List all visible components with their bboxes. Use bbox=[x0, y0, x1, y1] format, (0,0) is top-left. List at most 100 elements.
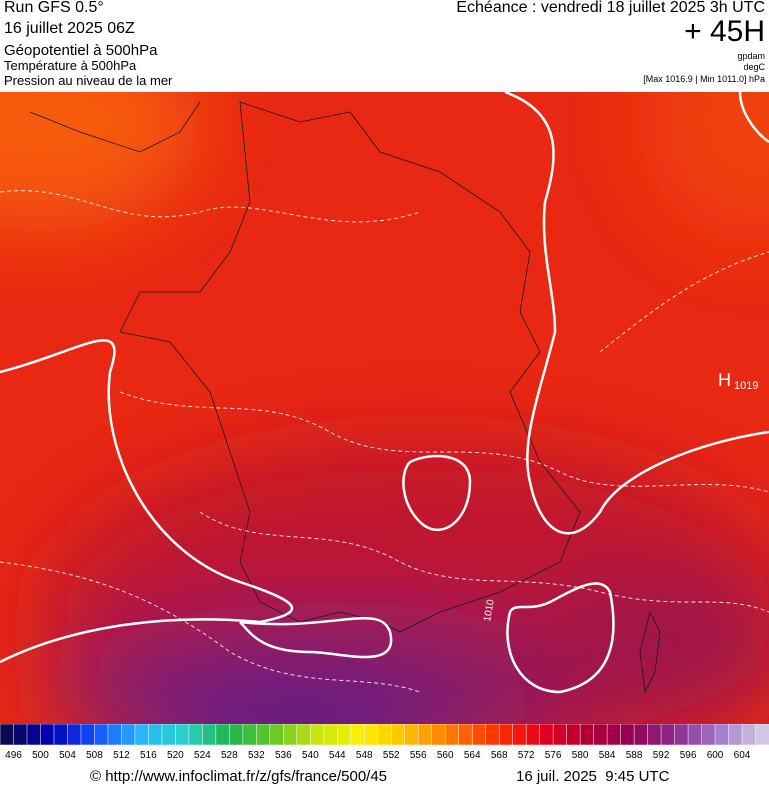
colorbar-swatch bbox=[242, 724, 258, 746]
colorbar-swatch bbox=[485, 724, 500, 746]
colorbar-swatch bbox=[660, 724, 676, 746]
colorbar-swatch bbox=[525, 724, 541, 746]
colorbar-swatch bbox=[579, 724, 595, 746]
temperature-isoline bbox=[0, 190, 769, 693]
colorbar-swatch bbox=[283, 724, 298, 746]
colorbar-swatch bbox=[53, 724, 69, 746]
colorbar-swatch bbox=[188, 724, 204, 746]
colorbar-swatch bbox=[229, 724, 244, 746]
colorbar-swatch bbox=[296, 724, 312, 746]
colorbar-swatch bbox=[431, 724, 446, 746]
colorbar-swatch bbox=[606, 724, 622, 746]
colorbar-label: 512 bbox=[113, 750, 130, 761]
colorbar-swatch bbox=[323, 724, 339, 746]
colorbar-swatch bbox=[202, 724, 217, 746]
colorbar-swatch bbox=[161, 724, 177, 746]
temperature-field bbox=[0, 92, 769, 724]
colorbar-swatch bbox=[701, 724, 716, 746]
colorbar-label: 520 bbox=[167, 750, 184, 761]
colorbar-swatch bbox=[215, 724, 231, 746]
timestamp: 16 juil. 2025 9:45 UTC bbox=[516, 768, 670, 785]
colorbar-swatch bbox=[94, 724, 109, 746]
colorbar-label: 584 bbox=[599, 750, 616, 761]
pressure-range: [Max 1016.9 | Min 1011.0] hPa bbox=[643, 74, 765, 84]
lead-time: + 45H bbox=[684, 15, 765, 48]
colorbar-swatch bbox=[471, 724, 487, 746]
colorbar-swatch bbox=[0, 724, 15, 746]
colorbar-label: 504 bbox=[59, 750, 76, 761]
colorbar-swatch bbox=[539, 724, 554, 746]
colorbar-label: 596 bbox=[680, 750, 697, 761]
colorbar-label: 576 bbox=[545, 750, 562, 761]
high-pressure-label: H bbox=[718, 370, 731, 390]
colorbar-label: 592 bbox=[653, 750, 670, 761]
colorbar-swatch bbox=[687, 724, 703, 746]
colorbar-swatch bbox=[364, 724, 379, 746]
colorbar-swatch bbox=[404, 724, 419, 746]
colorbar-swatch bbox=[714, 724, 730, 746]
colorbar-swatch bbox=[175, 724, 190, 746]
colorbar-swatch bbox=[552, 724, 568, 746]
run-date: 16 juillet 2025 06Z bbox=[4, 20, 135, 37]
colorbar-swatch bbox=[633, 724, 649, 746]
colorbar-label: 528 bbox=[221, 750, 238, 761]
colorbar-swatch bbox=[67, 724, 82, 746]
high-pressure-value: 1019 bbox=[734, 380, 758, 392]
colorbar-swatch bbox=[458, 724, 473, 746]
colorbar-swatch bbox=[337, 724, 352, 746]
coastline bbox=[29, 101, 661, 694]
colorbar-label: 604 bbox=[734, 750, 751, 761]
colorbar-label: 600 bbox=[707, 750, 724, 761]
colorbar-swatch bbox=[417, 724, 433, 746]
map: H 1019 1010 bbox=[0, 92, 769, 724]
colorbar-swatch bbox=[741, 724, 757, 746]
colorbar-swatch bbox=[13, 724, 28, 746]
colorbar-swatch bbox=[26, 724, 42, 746]
run-title: Run GFS 0.5° bbox=[4, 0, 104, 16]
colorbar-label: 588 bbox=[626, 750, 643, 761]
colorbar-label: 544 bbox=[329, 750, 346, 761]
colorbar-swatch bbox=[566, 724, 581, 746]
isobar-label: 1010 bbox=[482, 598, 497, 622]
colorbar: 496 500 504 508 512 516 520 524 528 532 536 540 544 5… bbox=[0, 724, 769, 761]
colorbar-swatch bbox=[121, 724, 136, 746]
field-label: Pression au niveau de la mer bbox=[4, 73, 173, 88]
colorbar-label: 552 bbox=[383, 750, 400, 761]
colorbar-swatch bbox=[674, 724, 689, 746]
colorbar-swatch bbox=[444, 724, 460, 746]
colorbar-swatch bbox=[134, 724, 150, 746]
colorbar-swatch bbox=[107, 724, 123, 746]
colorbar-swatch bbox=[80, 724, 96, 746]
colorbar-label: 496 bbox=[5, 750, 22, 761]
colorbar-swatch bbox=[512, 724, 527, 746]
colorbar-label: 560 bbox=[437, 750, 454, 761]
colorbar-swatch bbox=[377, 724, 392, 746]
colorbar-label: 524 bbox=[194, 750, 211, 761]
field-label: Température à 500hPa bbox=[4, 58, 137, 73]
unit: gpdam bbox=[737, 51, 765, 61]
colorbar-swatch bbox=[755, 724, 769, 746]
colorbar-swatch bbox=[269, 724, 285, 746]
colorbar-swatch bbox=[498, 724, 514, 746]
colorbar-swatch bbox=[390, 724, 406, 746]
unit: degC bbox=[743, 62, 765, 72]
field-label: Géopotentiel à 500hPa bbox=[4, 42, 158, 59]
colorbar-label: 508 bbox=[86, 750, 103, 761]
colorbar-swatch bbox=[256, 724, 271, 746]
valid-time: Echéance : vendredi 18 juillet 2025 3h U… bbox=[456, 0, 765, 16]
colorbar-swatch bbox=[728, 724, 743, 746]
source: © http://www.infoclimat.fr/z/gfs/france/… bbox=[90, 768, 388, 785]
colorbar-label: 536 bbox=[275, 750, 292, 761]
colorbar-swatch bbox=[350, 724, 366, 746]
colorbar-label: 580 bbox=[572, 750, 589, 761]
isobar bbox=[0, 92, 769, 694]
colorbar-label: 500 bbox=[32, 750, 49, 761]
colorbar-swatch bbox=[148, 724, 163, 746]
colorbar-label: 556 bbox=[410, 750, 427, 761]
colorbar-swatch bbox=[310, 724, 325, 746]
colorbar-label: 564 bbox=[464, 750, 481, 761]
colorbar-swatch bbox=[620, 724, 635, 746]
colorbar-label: 532 bbox=[248, 750, 265, 761]
colorbar-label: 540 bbox=[302, 750, 319, 761]
